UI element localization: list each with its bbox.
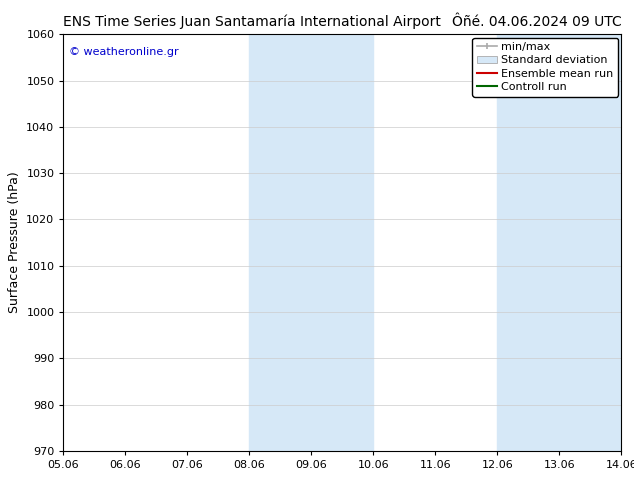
Bar	[249, 34, 373, 451]
Text: © weatheronline.gr: © weatheronline.gr	[69, 47, 179, 57]
Y-axis label: Surface Pressure (hPa): Surface Pressure (hPa)	[8, 172, 21, 314]
Text: ENS Time Series Juan Santamaría International Airport: ENS Time Series Juan Santamaría Internat…	[63, 15, 441, 29]
Bar	[497, 34, 621, 451]
Text: Ôñé. 04.06.2024 09 UTC: Ôñé. 04.06.2024 09 UTC	[451, 15, 621, 29]
Legend: min/max, Standard deviation, Ensemble mean run, Controll run: min/max, Standard deviation, Ensemble me…	[472, 38, 618, 97]
